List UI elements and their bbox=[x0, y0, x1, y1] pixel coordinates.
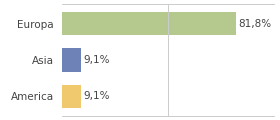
Bar bbox=[62, 48, 81, 72]
Text: 9,1%: 9,1% bbox=[83, 55, 109, 65]
Bar bbox=[62, 85, 81, 108]
Text: 9,1%: 9,1% bbox=[83, 91, 109, 101]
Bar bbox=[62, 12, 236, 35]
Text: 81,8%: 81,8% bbox=[238, 19, 271, 29]
